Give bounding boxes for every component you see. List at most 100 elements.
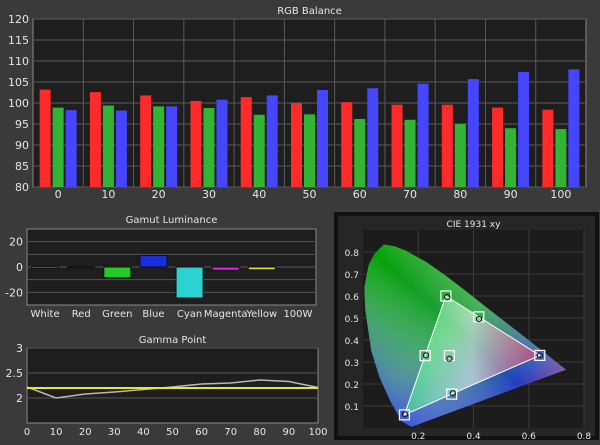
rgb-balance-y-tick: 90 [15, 139, 29, 152]
gamut-luminance-x-tick: Blue [142, 309, 164, 320]
rgb-balance-y-tick: 115 [8, 34, 29, 47]
cie-target-cyan [419, 350, 431, 362]
cie-measured-green [444, 294, 451, 301]
gamma-point-y-tick: 2 [16, 392, 23, 405]
rgb-balance-bar-green [505, 128, 517, 187]
rgb-balance-bar-red [190, 100, 202, 187]
rgb-balance-bar-blue [115, 110, 127, 187]
gamma-point-x-tick: 60 [195, 427, 208, 438]
gamut-luminance-bar [211, 266, 240, 271]
rgb-balance-y-tick: 105 [8, 76, 29, 89]
cie-gamut-triangle [403, 295, 541, 416]
gamma-point-x-tick: 100 [308, 427, 327, 438]
rgb-balance-bar-red [542, 109, 554, 187]
cie-title: CIE 1931 xy [447, 220, 502, 230]
rgb-balance-bar-green [153, 106, 165, 187]
rgb-balance-bar-red [89, 92, 101, 187]
rgb-balance-bar-blue [467, 79, 479, 187]
gamut-luminance-bar [31, 266, 60, 269]
cie-y-tick: 0.7 [345, 271, 359, 281]
cie-target-blue [398, 409, 411, 421]
cie-target-green [440, 290, 452, 302]
rgb-balance-bar-green [555, 129, 567, 187]
cie-y-tick: 0.6 [345, 293, 360, 303]
gamut-luminance-bar [139, 255, 168, 268]
rgb-balance-bar-red [140, 95, 152, 187]
gamma-point-y-tick: 2.5 [6, 367, 24, 380]
rgb-balance-x-tick: 90 [504, 188, 518, 201]
cie-measured-cyan [422, 352, 430, 359]
cie-y-tick: 0.3 [345, 359, 359, 369]
rgb-balance-title: RGB Balance [277, 6, 342, 17]
rgb-balance-bar-blue [568, 69, 580, 187]
gamut-luminance-x-tick: Green [102, 309, 132, 320]
rgb-balance-bar-green [454, 124, 466, 187]
gamut-luminance-x-tick: White [31, 309, 60, 320]
rgb-balance-bar-green [253, 114, 265, 187]
rgb-balance-x-tick: 40 [252, 188, 266, 201]
gamut-luminance-bar [67, 266, 96, 269]
rgb-balance-bar-green [404, 119, 416, 187]
rgb-balance-bar-blue [518, 71, 530, 187]
cie-y-tick: 0.2 [345, 381, 359, 391]
rgb-balance-y-tick: 85 [15, 160, 29, 173]
rgb-balance-bar-blue [317, 89, 328, 187]
cie-x-tick: 0.4 [466, 432, 481, 442]
rgb-balance-bar-blue [65, 110, 77, 187]
gamma-point-plot-area [26, 347, 319, 424]
cie-chart: 0.1 0.2 0.3 0.4 0.5 0.6 0.7 0.8 0.2 0.4 0.6 0.8 CIE … [334, 212, 599, 442]
rgb-balance-bar-green [52, 107, 64, 187]
cie-x-tick: 0.6 [522, 432, 537, 442]
gamut-luminance-x-tick: 100W [283, 309, 312, 320]
gamut-luminance-x-tick: Cyan [177, 309, 202, 320]
rgb-balance-bar-blue [216, 99, 228, 187]
cie-measured-blue [401, 411, 409, 418]
gamma-point-x-tick: 70 [224, 427, 237, 438]
cie-target-white [443, 350, 455, 362]
rgb-balance-x-tick: 70 [403, 188, 417, 201]
cie-measured-red [536, 352, 543, 359]
rgb-balance-bar-blue [367, 88, 379, 187]
gamma-point-x-tick: 50 [166, 427, 179, 438]
cie-y-tick: 0.4 [345, 337, 360, 347]
gamut-luminance-bar [103, 266, 132, 279]
rgb-balance-bar-red [441, 104, 453, 187]
gamut-luminance-x-tick: Magenta [204, 309, 248, 320]
rgb-balance-y-tick: 95 [15, 118, 29, 131]
rgb-balance-bar-red [39, 89, 51, 187]
rgb-balance-y-tick: 80 [15, 181, 29, 194]
rgb-balance-x-tick: 80 [453, 188, 467, 201]
rgb-balance-bar-green [102, 105, 114, 187]
gamma-point-x-tick: 90 [283, 427, 296, 438]
gamut-luminance-x-tick: Red [72, 309, 91, 320]
rgb-balance-x-tick: 20 [152, 188, 166, 201]
rgb-balance-x-tick: 60 [353, 188, 367, 201]
cie-x-tick: 0.8 [577, 432, 592, 442]
rgb-balance-bar-blue [266, 95, 278, 187]
gamma-point-x-tick: 0 [24, 427, 30, 438]
gamma-point-y-tick: 3 [16, 342, 23, 355]
gamut-luminance-bar [247, 266, 276, 271]
rgb-balance-bar-red [391, 104, 403, 187]
rgb-balance-bar-red [291, 103, 302, 187]
rgb-balance-bar-blue [417, 83, 429, 187]
gamma-point-x-tick: 20 [79, 427, 92, 438]
cie-measured-yellow [475, 316, 483, 323]
rgb-balance-bar-red [240, 97, 252, 187]
gamut-luminance-y-tick: 20 [9, 236, 23, 249]
gamma-point-x-tick: 10 [50, 427, 63, 438]
gamma-point-x-tick: 30 [108, 427, 121, 438]
cie-x-tick: 0.2 [411, 432, 425, 442]
gamut-luminance-x-tick: Yellow [245, 309, 277, 320]
gamma-point-title: Gamma Point [139, 335, 207, 346]
rgb-balance-bar-green [203, 108, 215, 187]
rgb-balance-chart: 80 85 90 95 100 105 110 115 120 RGB Balance 0 10 20 3… [8, 6, 587, 201]
cie-measured-white [446, 355, 453, 362]
rgb-balance-bar-green [304, 114, 315, 187]
gamut-luminance-title: Gamut Luminance [126, 215, 218, 226]
cie-y-tick: 0.5 [345, 315, 359, 325]
cie-target-magenta [446, 388, 458, 400]
rgb-balance-x-tick: 100 [550, 188, 571, 201]
rgb-balance-bar-red [492, 107, 504, 187]
rgb-balance-bar-red [341, 102, 353, 187]
